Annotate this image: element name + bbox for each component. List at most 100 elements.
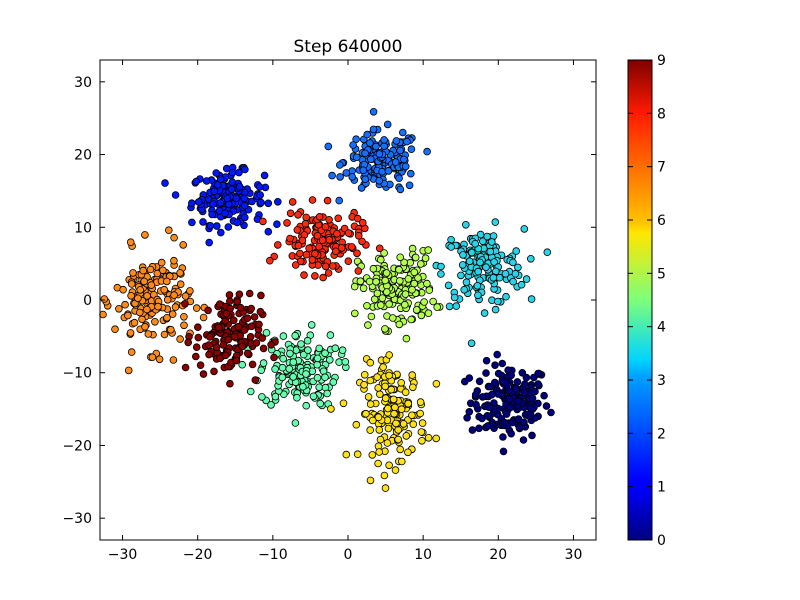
scatter-point-1 (255, 183, 264, 191)
scatter-point-1 (256, 191, 265, 199)
scatter-point-0 (475, 424, 483, 433)
scatter-point-4 (257, 366, 266, 375)
scatter-point-4 (304, 346, 312, 354)
scatter-point-7 (147, 281, 156, 289)
scatter-point-4 (307, 321, 316, 329)
scatter-point-7 (179, 241, 188, 249)
scatter-point-7 (168, 310, 177, 318)
scatter-point-0 (494, 369, 503, 378)
y-tick-label: −30 (62, 511, 92, 527)
scatter-point-2 (380, 136, 388, 144)
scatter-point-9 (205, 350, 213, 359)
scatter-point-6 (381, 484, 390, 492)
scatter-point-4 (246, 387, 255, 396)
scatter-point-8 (323, 196, 332, 205)
colorbar-tick-label: 6 (657, 213, 666, 229)
scatter-point-5 (424, 309, 433, 318)
scatter-point-3 (476, 258, 484, 267)
y-tick-label: −10 (62, 366, 92, 382)
scatter-point-9 (181, 299, 189, 308)
scatter-point-9 (252, 339, 261, 347)
scatter-point-3 (457, 271, 465, 280)
scatter-point-5 (433, 303, 442, 311)
scatter-point-6 (366, 426, 375, 434)
scatter-point-8 (344, 257, 353, 266)
scatter-point-5 (421, 254, 430, 263)
scatter-point-0 (514, 397, 522, 405)
scatter-point-4 (313, 373, 322, 382)
scatter-point-1 (241, 165, 249, 174)
scatter-point-0 (463, 413, 471, 422)
scatter-point-1 (188, 218, 196, 227)
scatter-point-9 (246, 332, 255, 341)
scatter-point-3 (444, 281, 453, 290)
scatter-point-1 (221, 209, 229, 218)
scatter-point-4 (278, 373, 287, 382)
scatter-point-7 (141, 322, 149, 331)
scatter-point-6 (368, 451, 377, 459)
scatter-point-8 (296, 257, 305, 266)
scatter-point-6 (397, 378, 406, 387)
scatter-point-1 (232, 194, 241, 203)
scatter-point-3 (452, 302, 461, 310)
scatter-point-6 (379, 363, 387, 371)
scatter-point-5 (376, 255, 385, 264)
scatter-point-5 (350, 309, 359, 318)
scatter-point-1 (212, 169, 221, 177)
scatter-point-8 (315, 243, 323, 251)
scatter-point-1 (228, 178, 237, 186)
scatter-point-1 (257, 198, 265, 207)
scatter-point-6 (352, 420, 361, 429)
scatter-point-7 (176, 335, 184, 343)
chart-title: Step 640000 (293, 37, 402, 57)
scatter-point-7 (160, 330, 169, 339)
scatter-point-9 (192, 343, 201, 352)
scatter-point-9 (233, 297, 242, 306)
scatter-point-3 (491, 267, 500, 276)
scatter-point-7 (129, 269, 137, 277)
scatter-point-8 (288, 198, 297, 206)
scatter-point-4 (326, 331, 335, 339)
scatter-point-0 (486, 382, 494, 391)
scatter-point-3 (445, 302, 454, 311)
scatter-point-8 (331, 247, 340, 256)
scatter-point-7 (176, 269, 184, 277)
scatter-point-9 (256, 307, 265, 316)
scatter-point-4 (309, 392, 318, 401)
scatter-point-0 (498, 359, 507, 368)
scatter-point-8 (311, 249, 319, 258)
scatter-point-6 (366, 376, 375, 385)
scatter-point-5 (395, 277, 404, 285)
scatter-point-4 (313, 360, 322, 369)
scatter-point-4 (338, 346, 347, 355)
scatter-point-7 (136, 286, 145, 294)
scatter-point-4 (323, 389, 332, 398)
scatter-point-1 (264, 199, 273, 208)
scatter-point-8 (259, 217, 267, 226)
scatter-point-7 (115, 304, 123, 313)
scatter-point-4 (289, 373, 298, 381)
scatter-point-5 (363, 301, 371, 310)
scatter-point-2 (375, 150, 384, 158)
scatter-point-6 (432, 434, 441, 443)
scatter-point-8 (344, 229, 353, 237)
scatter-point-4 (279, 354, 288, 363)
scatter-point-6 (391, 466, 400, 474)
scatter-point-2 (383, 120, 392, 129)
scatter-point-2 (398, 128, 407, 137)
scatter-point-3 (491, 218, 500, 226)
scatter-point-3 (512, 247, 520, 255)
scatter-point-3 (482, 263, 490, 272)
scatter-point-3 (437, 262, 445, 271)
x-axis: −30 −20 −10 0 10 20 30 (108, 60, 582, 563)
scatter-point-6 (418, 436, 426, 445)
scatter-point-5 (373, 289, 382, 298)
scatter-point-7 (130, 318, 139, 327)
scatter-point-0 (514, 415, 523, 423)
scatter-point-6 (366, 358, 375, 367)
scatter-point-7 (180, 321, 188, 330)
scatter-point-8 (308, 256, 317, 264)
scatter-point-9 (199, 370, 208, 378)
scatter-point-0 (511, 384, 520, 393)
x-tick-label: −10 (258, 547, 288, 563)
